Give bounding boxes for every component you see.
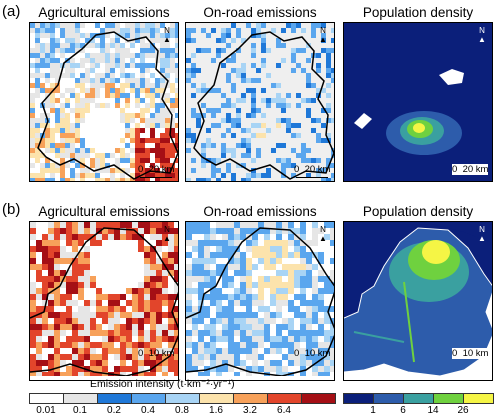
panel-title-a1: Agricultural emissions (38, 5, 170, 20)
legend-swatch (433, 393, 464, 404)
population-legend-ticks: 1 6 14 26 (343, 405, 493, 417)
legend-tick-label: 1 (370, 405, 376, 416)
legend-swatch (343, 393, 374, 404)
shanghai-agri-raster (30, 222, 178, 376)
legend-tick-label: 6 (400, 405, 406, 416)
legend-swatch (29, 393, 64, 404)
legend-swatch (63, 393, 98, 404)
legend-tick-label: 14 (427, 405, 439, 416)
scale-bar-a2: 0 20 km (294, 164, 330, 178)
scale-bar-b1: 0 10 km (138, 348, 175, 359)
map-a-agricultural (29, 22, 179, 182)
beijing-boundary (193, 31, 334, 180)
legend-swatch (165, 393, 200, 404)
row-label-a: (a) (2, 3, 21, 20)
north-arrow-b3: N ▲ (478, 225, 486, 243)
panel-title-b1: Agricultural emissions (38, 204, 170, 219)
legend-tick-label: 0.2 (107, 405, 121, 416)
map-b-onroad (185, 221, 335, 381)
legend-tick-label: 0.1 (73, 405, 87, 416)
north-arrow-b2: N ▲ (319, 225, 327, 243)
beijing-boundary (37, 31, 178, 180)
panel-title-a2: On-road emissions (203, 5, 317, 20)
legend-tick-label: 6.4 (277, 405, 291, 416)
shanghai-boundary (344, 227, 492, 376)
legend-swatch (199, 393, 234, 404)
population-legend-bar (343, 393, 494, 404)
legend-tick-label: 0.01 (36, 405, 56, 416)
legend-tick-label: 0.8 (175, 405, 189, 416)
row-label-b: (b) (2, 201, 21, 218)
legend-swatch (131, 393, 166, 404)
legend-swatch (233, 393, 268, 404)
panel-title-b2: On-road emissions (203, 204, 317, 219)
legend-swatch (403, 393, 434, 404)
shanghai-boundary (186, 227, 334, 376)
scale-bar-a3: 0 20 km (452, 164, 489, 175)
legend-tick-label: 1.6 (209, 405, 223, 416)
legend-swatch (463, 393, 494, 404)
panel-title-a3: Population density (362, 5, 474, 20)
legend-swatch (301, 393, 336, 404)
shanghai-boundary (30, 227, 178, 376)
legend-swatch (373, 393, 404, 404)
map-b-agricultural (29, 221, 179, 381)
legend-tick-label: 3.2 (243, 405, 257, 416)
scale-bar-b3: 0 10 km (452, 348, 489, 359)
scale-bar-a1: 0 20 km (138, 164, 174, 178)
north-arrow-a3: N ▲ (478, 26, 486, 44)
legend-tick-label: 26 (457, 405, 469, 416)
scale-bar-b2: 0 10 km (294, 348, 331, 359)
emission-legend-bar (29, 393, 336, 404)
emission-legend-ticks: 0.01 0.1 0.2 0.4 0.8 1.6 3.2 6.4 (29, 405, 335, 417)
north-arrow-a1: N ▲ (163, 26, 171, 44)
emission-legend-title: Emission intensity (t·km⁻²·yr⁻¹) (90, 378, 235, 390)
beijing-population-raster (344, 23, 492, 181)
legend-swatch (97, 393, 132, 404)
map-a-onroad (185, 22, 335, 182)
beijing-onroad-raster (186, 23, 334, 181)
panel-title-b3: Population density (362, 204, 474, 219)
north-arrow-a2: N ▲ (319, 26, 327, 44)
shanghai-onroad-raster (186, 222, 334, 376)
map-a-population (343, 22, 493, 182)
legend-tick-label: 0.4 (141, 405, 155, 416)
legend-swatch (267, 393, 302, 404)
north-arrow-b1: N ▲ (163, 225, 171, 243)
beijing-agri-raster (30, 23, 178, 181)
